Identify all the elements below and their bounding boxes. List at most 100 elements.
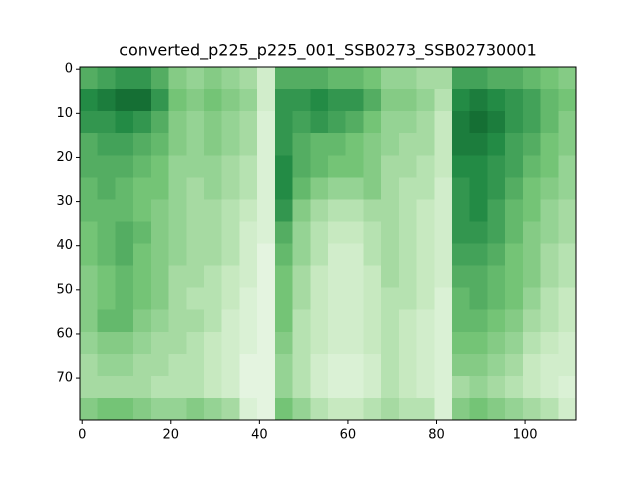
heatmap-cell	[469, 221, 488, 244]
heatmap-cell	[80, 177, 99, 200]
heatmap-cell	[257, 177, 276, 200]
chart-title: converted_p225_p225_001_SSB0273_SSB02730…	[119, 41, 537, 61]
heatmap-cell	[204, 89, 223, 112]
heatmap-cell	[221, 155, 240, 178]
x-tick-label: 0	[78, 428, 86, 443]
heatmap-cell	[558, 133, 577, 156]
heatmap-cell	[558, 89, 577, 112]
heatmap-cell	[522, 133, 542, 156]
heatmap-cell	[558, 177, 577, 200]
heatmap-cell	[522, 89, 542, 112]
heatmap-cell	[469, 89, 488, 112]
heatmap-cell	[416, 397, 435, 421]
heatmap-cell	[150, 155, 170, 178]
heatmap-cell	[363, 309, 382, 333]
heatmap-cell	[168, 265, 187, 289]
heatmap-cell	[345, 89, 364, 112]
heatmap-cell	[363, 111, 382, 134]
heatmap-cell	[186, 177, 205, 200]
heatmap-cell	[204, 221, 223, 244]
heatmap-cell	[310, 67, 329, 90]
heatmap-cell	[292, 375, 311, 399]
x-tick-label: 60	[340, 428, 357, 443]
heatmap-cell	[328, 265, 347, 289]
heatmap-cell	[221, 111, 240, 134]
heatmap-cell	[398, 221, 418, 244]
heatmap-cell	[239, 265, 258, 289]
heatmap-cell	[345, 111, 364, 134]
heatmap-cell	[381, 133, 400, 156]
heatmap-cell	[274, 89, 294, 112]
heatmap-cell	[434, 397, 453, 421]
heatmap-cell	[328, 331, 347, 355]
heatmap-cell	[97, 287, 116, 311]
heatmap-cell	[398, 133, 418, 156]
heatmap-cell	[115, 111, 134, 134]
heatmap-cell	[328, 177, 347, 200]
heatmap-cell	[469, 287, 488, 311]
heatmap-cell	[434, 243, 453, 267]
heatmap-cell	[398, 375, 418, 399]
heatmap-cell	[540, 111, 559, 134]
heatmap-cell	[310, 221, 329, 244]
heatmap-cell	[452, 133, 471, 156]
heatmap-cell	[97, 155, 116, 178]
heatmap-cell	[505, 331, 524, 355]
heatmap-cell	[522, 177, 542, 200]
heatmap-cell	[150, 309, 170, 333]
heatmap-cell	[292, 111, 311, 134]
heatmap-cell	[345, 331, 364, 355]
heatmap-cell	[257, 133, 276, 156]
heatmap-cell	[381, 353, 400, 377]
heatmap-cell	[186, 265, 205, 289]
heatmap-cell	[274, 265, 294, 289]
heatmap-cell	[274, 375, 294, 399]
heatmap-cell	[292, 221, 311, 244]
heatmap-cell	[204, 155, 223, 178]
y-tick-label: 30	[56, 194, 73, 209]
heatmap-cell	[452, 353, 471, 377]
heatmap-cell	[115, 397, 134, 421]
heatmap-cell	[434, 133, 453, 156]
heatmap-cell	[381, 397, 400, 421]
heatmap-cell	[398, 287, 418, 311]
heatmap-cell	[133, 89, 152, 112]
heatmap-cell	[310, 199, 329, 222]
heatmap-cell	[416, 375, 435, 399]
heatmap-cell	[133, 155, 152, 178]
heatmap-cell	[292, 353, 311, 377]
heatmap-cell	[310, 397, 329, 421]
heatmap-cell	[186, 133, 205, 156]
heatmap-cell	[115, 221, 134, 244]
heatmap-cell	[363, 155, 382, 178]
heatmap-cell	[363, 287, 382, 311]
heatmap-cell	[257, 221, 276, 244]
heatmap-cell	[133, 375, 152, 399]
heatmap-cell	[257, 353, 276, 377]
heatmap-cell	[292, 309, 311, 333]
heatmap-cell	[328, 67, 347, 90]
heatmap-cell	[150, 89, 170, 112]
heatmap-cell	[133, 177, 152, 200]
heatmap-cell	[434, 331, 453, 355]
heatmap-cell	[469, 243, 488, 267]
heatmap-cell	[115, 243, 134, 267]
heatmap-cell	[363, 133, 382, 156]
heatmap-cell	[239, 111, 258, 134]
heatmap-cell	[204, 353, 223, 377]
heatmap-cell	[416, 331, 435, 355]
heatmap-cell	[168, 133, 187, 156]
heatmap-cell	[133, 133, 152, 156]
heatmap-cell	[328, 287, 347, 311]
heatmap-cell	[150, 177, 170, 200]
heatmap-cell	[239, 199, 258, 222]
heatmap-cell	[239, 287, 258, 311]
heatmap-cell	[558, 287, 577, 311]
heatmap-cell	[150, 375, 170, 399]
heatmap-cell	[221, 67, 240, 90]
heatmap-cell	[469, 265, 488, 289]
heatmap-cell	[204, 265, 223, 289]
heatmap-cell	[274, 331, 294, 355]
heatmap-cell	[310, 265, 329, 289]
heatmap-cell	[469, 199, 488, 222]
